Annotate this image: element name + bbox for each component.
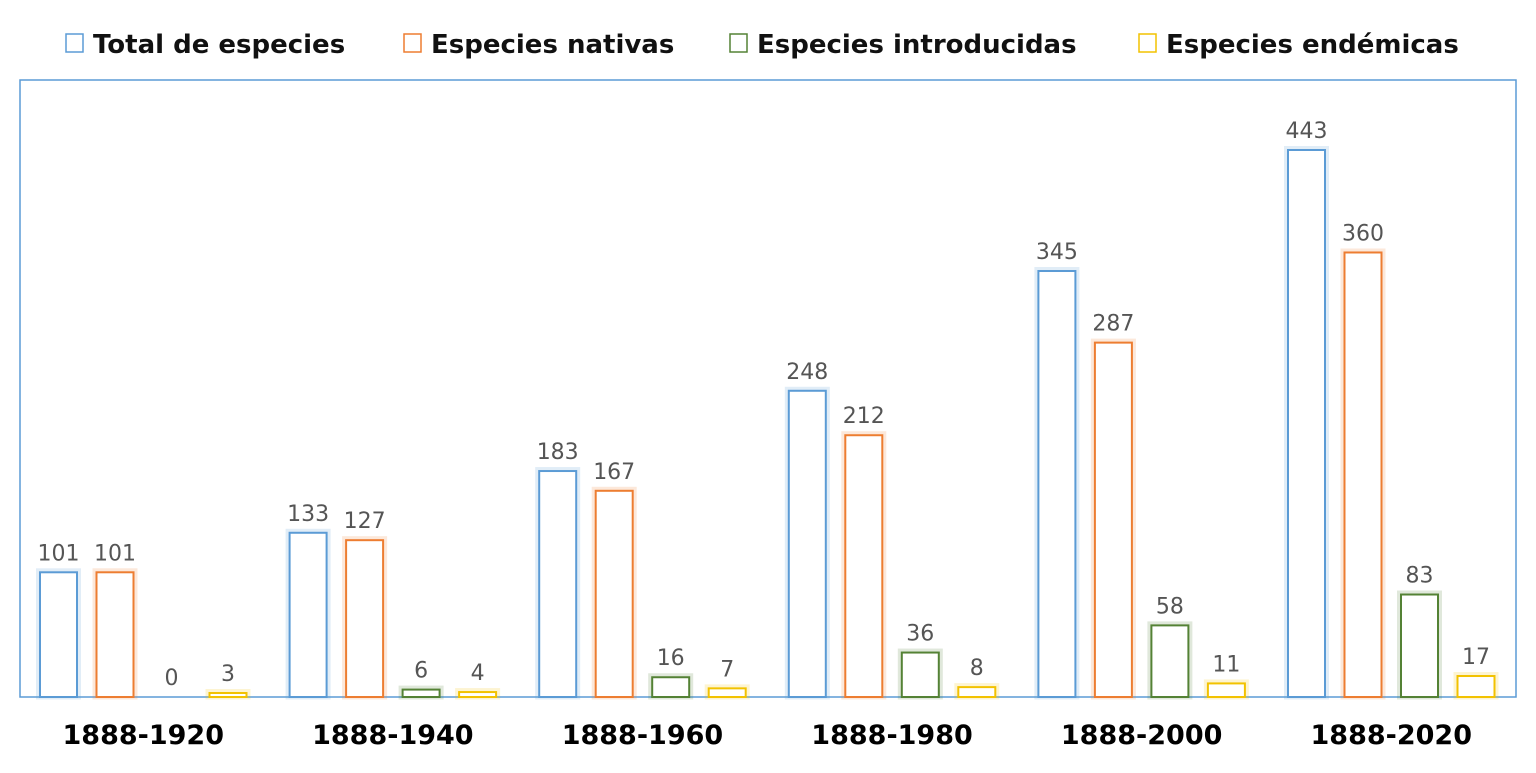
bar-3-1888-2000 (1150, 624, 1190, 698)
data-label: 17 (1462, 645, 1490, 670)
data-label: 360 (1342, 221, 1384, 246)
bar-4-1888-1920 (208, 692, 248, 698)
data-label: 3 (221, 662, 235, 687)
data-label: 83 (1406, 564, 1434, 589)
data-label: 443 (1286, 119, 1328, 144)
category-label-4: 1888-1980 (811, 720, 973, 751)
bar-3-1888-1940 (401, 688, 441, 699)
bar-4-1888-1980 (957, 686, 997, 698)
legend-label-2: Especies nativas (431, 30, 674, 60)
data-label: 11 (1212, 652, 1240, 677)
data-label: 345 (1036, 240, 1078, 265)
bar-4-1888-2000 (1206, 682, 1246, 698)
bar-3-1888-2020 (1400, 593, 1439, 698)
bar-3-1888-1980 (900, 651, 940, 698)
bar-2-1888-1980 (844, 434, 884, 698)
plot-area-frame (19, 79, 1517, 698)
bar-4-1888-2020 (1456, 675, 1496, 699)
bar-2-1888-2020 (1343, 251, 1383, 698)
bar-1-1888-1960 (538, 470, 578, 698)
category-label-3: 1888-1960 (562, 720, 724, 751)
data-label: 127 (344, 509, 386, 534)
data-label: 212 (843, 404, 885, 429)
data-label: 7 (720, 657, 734, 682)
data-label: 6 (414, 659, 428, 684)
bar-3-1888-1960 (651, 676, 691, 698)
bar-1-1888-1940 (288, 531, 328, 699)
data-label: 36 (906, 622, 934, 647)
bar-2-1888-1920 (95, 571, 135, 698)
data-label: 101 (38, 541, 80, 566)
legend-label-1: Total de especies (93, 30, 345, 60)
bar-1-1888-1980 (787, 389, 827, 698)
legend-swatch-3 (729, 33, 748, 53)
data-label: 287 (1092, 312, 1134, 337)
legend-swatch-2 (403, 33, 422, 53)
data-label: 101 (94, 541, 136, 566)
bar-2-1888-2000 (1093, 341, 1133, 698)
data-label: 0 (165, 666, 179, 691)
category-label-2: 1888-1940 (312, 720, 474, 751)
data-label: 248 (786, 360, 828, 385)
bar-4-1888-1960 (707, 687, 747, 699)
data-label: 8 (970, 656, 984, 681)
bars (36, 146, 1499, 700)
bar-4-1888-1940 (458, 691, 498, 699)
bar-2-1888-1940 (345, 539, 385, 699)
bar-2-1888-1960 (594, 489, 634, 698)
category-labels: 1888-1920 1888-1940 1888-1960 1888-1980 1888… (63, 720, 1473, 751)
legend: Total de especies Especies nativas Especie… (65, 30, 1459, 60)
data-label: 16 (657, 646, 685, 671)
data-label: 133 (287, 502, 329, 527)
bar-1-1888-2000 (1037, 270, 1077, 698)
bar-1-1888-1920 (39, 571, 78, 698)
data-label: 183 (537, 440, 579, 465)
legend-label-4: Especies endémicas (1166, 30, 1459, 60)
category-label-1: 1888-1920 (63, 720, 225, 751)
legend-swatch-1 (65, 33, 84, 53)
category-label-5: 1888-2000 (1061, 720, 1223, 751)
legend-swatch-4 (1138, 33, 1157, 53)
data-label: 58 (1156, 594, 1184, 619)
data-label: 167 (593, 460, 635, 485)
category-label-6: 1888-2020 (1311, 720, 1473, 751)
legend-label-3: Especies introducidas (757, 30, 1077, 60)
bar-1-1888-2020 (1287, 149, 1326, 698)
data-label: 4 (471, 661, 485, 686)
